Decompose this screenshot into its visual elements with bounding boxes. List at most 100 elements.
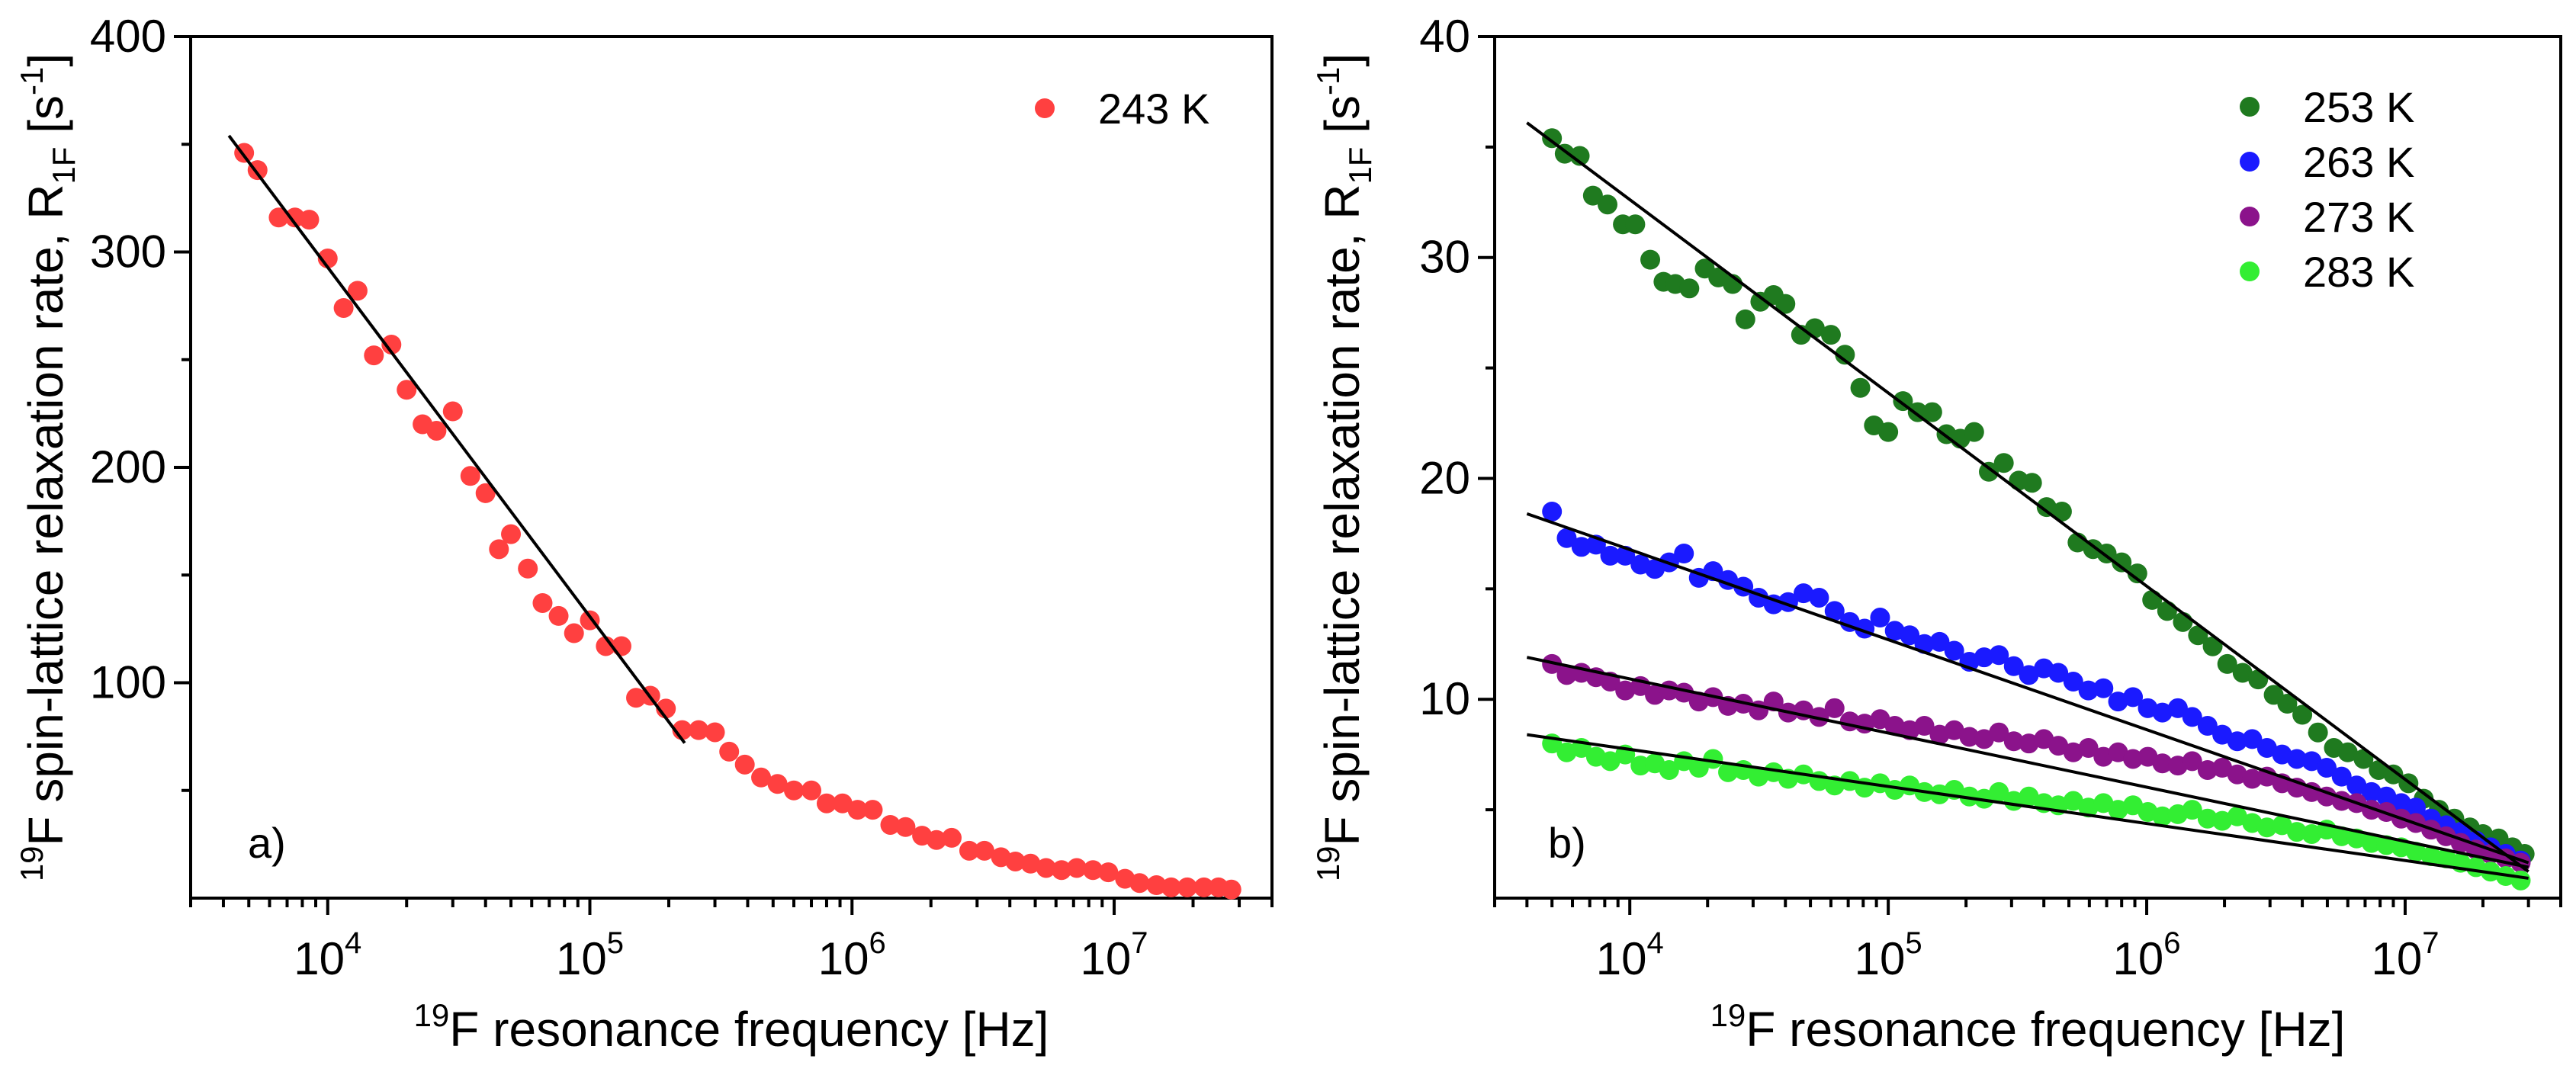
data-point bbox=[1571, 537, 1592, 557]
data-point bbox=[1556, 665, 1577, 685]
data-point bbox=[381, 334, 402, 355]
data-point bbox=[2022, 473, 2042, 493]
legend-label: 263 K bbox=[2303, 138, 2414, 186]
y-tick-label: 200 bbox=[90, 441, 166, 493]
data-point bbox=[719, 741, 740, 762]
data-point bbox=[268, 207, 289, 228]
data-point bbox=[1556, 528, 1577, 548]
data-point bbox=[2078, 797, 2099, 818]
data-point bbox=[2242, 729, 2263, 749]
x-tick-label: 106 bbox=[2113, 926, 2181, 984]
data-point bbox=[364, 345, 384, 366]
data-point bbox=[895, 817, 916, 837]
x-tick-label-base: 10 bbox=[2371, 933, 2422, 984]
y-axis-title-unit: [s bbox=[18, 95, 73, 147]
data-point bbox=[2112, 552, 2132, 573]
data-point bbox=[1835, 345, 1855, 365]
data-point bbox=[832, 793, 853, 813]
data-point bbox=[1098, 862, 1119, 883]
y-axis-title-subscript: 1F bbox=[46, 147, 82, 185]
data-point bbox=[2188, 625, 2208, 646]
data-point bbox=[475, 483, 496, 503]
data-point bbox=[2376, 786, 2397, 807]
data-point bbox=[397, 380, 417, 400]
data-point bbox=[1679, 278, 1700, 299]
data-point bbox=[347, 281, 368, 301]
data-point bbox=[2383, 764, 2404, 785]
data-point bbox=[1542, 128, 1563, 149]
x-tick-label-base: 10 bbox=[556, 933, 607, 984]
data-point bbox=[2019, 786, 2039, 807]
data-point bbox=[596, 636, 616, 656]
data-point bbox=[734, 754, 755, 775]
data-point bbox=[2292, 704, 2313, 725]
data-point bbox=[705, 722, 725, 743]
data-point bbox=[1221, 879, 1241, 900]
fit-line bbox=[1526, 512, 2529, 865]
y-axis-title-subscript: 1F bbox=[1342, 147, 1378, 185]
data-point bbox=[2019, 665, 2039, 685]
data-point bbox=[1598, 194, 1618, 215]
y-tick-label: 20 bbox=[1419, 452, 1470, 503]
data-point bbox=[1129, 873, 1150, 894]
fit-line bbox=[1526, 656, 2529, 869]
data-point bbox=[2182, 751, 2202, 772]
x-tick-label-base: 10 bbox=[2113, 933, 2164, 984]
data-point bbox=[2272, 815, 2292, 836]
data-point bbox=[532, 592, 553, 613]
data-point bbox=[2063, 791, 2083, 811]
data-point bbox=[1020, 853, 1041, 874]
legend-marker bbox=[1035, 98, 1055, 118]
y-axis-title: 19F spin-lattice relaxation rate, R1F [s… bbox=[1310, 53, 1378, 881]
data-point bbox=[1870, 608, 1890, 628]
data-point bbox=[1989, 781, 2009, 802]
legend-marker bbox=[2240, 97, 2260, 117]
x-axis-title: 19F resonance frequency [Hz] bbox=[414, 997, 1049, 1057]
data-point bbox=[426, 420, 447, 441]
data-point bbox=[2256, 737, 2277, 758]
plot-frame bbox=[189, 35, 1274, 900]
x-tick-label: 107 bbox=[2371, 926, 2439, 984]
data-point bbox=[1979, 461, 1999, 482]
data-point bbox=[2108, 742, 2128, 762]
data-point bbox=[1993, 453, 2014, 473]
data-point bbox=[2217, 653, 2237, 674]
data-point bbox=[2286, 822, 2307, 842]
data-point bbox=[2331, 766, 2352, 787]
data-point bbox=[2123, 687, 2144, 708]
y-tick-label: 30 bbox=[1419, 232, 1470, 283]
data-point bbox=[1052, 860, 1072, 881]
x-tick-label: 105 bbox=[1855, 926, 1922, 984]
x-tick-label: 104 bbox=[1596, 926, 1664, 984]
x-tick-label: 105 bbox=[556, 926, 624, 984]
data-point bbox=[2242, 769, 2263, 789]
data-point bbox=[1718, 762, 1739, 782]
data-point bbox=[2152, 753, 2173, 774]
data-point bbox=[2197, 808, 2218, 829]
x-axis-title-text: F resonance frequency [Hz] bbox=[449, 1002, 1049, 1057]
data-point bbox=[2353, 749, 2374, 769]
data-point bbox=[518, 558, 538, 579]
data-point bbox=[501, 524, 522, 544]
y-tick-label: 400 bbox=[90, 11, 166, 62]
data-point bbox=[2063, 742, 2083, 762]
data-point bbox=[847, 800, 868, 820]
legend-marker bbox=[2240, 262, 2260, 281]
data-point bbox=[1703, 749, 1723, 769]
y-axis-title-unit: [s bbox=[1315, 95, 1370, 147]
legend-marker bbox=[2240, 207, 2260, 226]
data-point bbox=[317, 248, 338, 268]
data-point bbox=[767, 774, 788, 794]
data-point bbox=[2232, 663, 2253, 683]
data-point bbox=[689, 720, 709, 740]
data-point bbox=[2337, 742, 2358, 762]
data-point bbox=[1989, 722, 2009, 743]
data-point bbox=[1775, 294, 1796, 314]
x-tick-label: 106 bbox=[818, 926, 886, 984]
data-point bbox=[1974, 647, 1994, 668]
data-point bbox=[1964, 422, 1984, 442]
data-point bbox=[751, 767, 772, 788]
data-point bbox=[2212, 758, 2233, 778]
